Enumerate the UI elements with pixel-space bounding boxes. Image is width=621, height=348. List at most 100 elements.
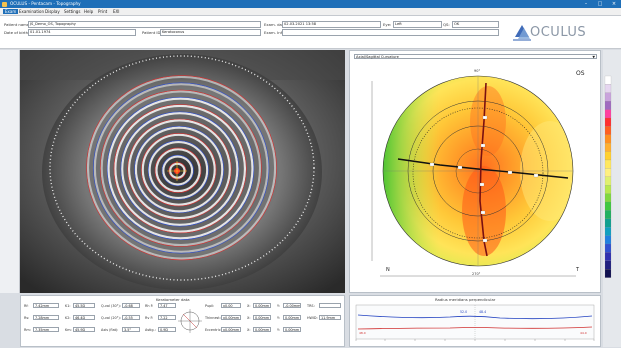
thinnest-y-value: 0.00mm [283, 315, 301, 320]
scale-swatch [604, 260, 612, 270]
scale-swatch [604, 201, 612, 211]
qs-field[interactable]: OK [452, 21, 499, 28]
meridian-graph-title: Radius meridians perpendicular [435, 297, 496, 302]
scale-swatch [604, 235, 612, 245]
ring-trace [147, 140, 209, 200]
meridian-graph: 52.0 48.4 48.0 44.0 [355, 304, 595, 341]
thinnest-x-value: 0.00mm [253, 315, 271, 320]
logo-text: OCULUS [530, 25, 587, 40]
ring-trace [134, 125, 225, 214]
placido-ring [155, 148, 201, 193]
placido-ring [127, 119, 231, 220]
scale-swatch [604, 210, 612, 219]
thinnest-value: x0.00mm [221, 315, 241, 320]
ring-trace [161, 154, 194, 187]
ecc-y-label: Y: [277, 328, 280, 332]
scale-swatch [604, 126, 612, 135]
exam-date-label: Exam. date: [264, 22, 287, 27]
ring-trace [127, 118, 232, 220]
map-type-dropdown[interactable]: Axial/Sagittal Curvature ▼ [354, 54, 597, 59]
minimize-icon[interactable]: – [584, 1, 588, 7]
rvf-value: 7.22 [158, 315, 176, 320]
rs-label: Rs: [24, 316, 30, 320]
scale-swatch [604, 143, 612, 152]
exam-info-field[interactable] [282, 29, 499, 36]
keratometer-data-panel: Keratometer data Rf: 7.42mm K1: 45.5D Q-… [20, 295, 345, 347]
ring-trace [141, 133, 217, 207]
close-icon[interactable]: × [611, 1, 617, 7]
meridian-min-left: 48.0 [359, 331, 366, 335]
meridian-graph-panel: Radius meridians perpendicular 52.0 48.4… [349, 295, 601, 347]
ring-trace [120, 111, 240, 227]
ring-trace [93, 82, 270, 254]
menu-help[interactable]: Help [84, 9, 94, 14]
color-scale [603, 50, 621, 347]
scale-swatch [604, 218, 612, 228]
scale-swatch [604, 75, 612, 85]
scale-swatch [604, 269, 612, 278]
menu-print[interactable]: Print [98, 9, 108, 14]
oculus-logo: OCULUS [512, 19, 617, 45]
placido-ring [141, 133, 216, 206]
keratometer-title: Keratometer data [156, 297, 190, 302]
ring-trace [99, 89, 262, 247]
crosshair-diagram [178, 309, 202, 333]
app-icon [2, 1, 7, 7]
scale-swatch [604, 109, 612, 119]
placido-ring [114, 104, 247, 233]
scale-swatch [604, 134, 612, 144]
hwid-value: 11.9mm [319, 315, 341, 320]
eye-image-panel[interactable] [20, 50, 345, 293]
window-title: OCULUS - Pentacam - Topography [10, 1, 81, 6]
ring-trace [113, 104, 247, 234]
dob-label: Date of birth: [4, 30, 30, 35]
bottom-tick: 270° [472, 272, 481, 276]
menu-examination[interactable]: Examination [19, 9, 45, 14]
dob-field[interactable]: 01.01.1974 [28, 29, 136, 36]
meridian-left-value: 52.0 [460, 310, 467, 314]
scale-swatch [604, 117, 612, 127]
k1-value: 45.5D [73, 303, 95, 308]
title-bar: OCULUS - Pentacam - Topography – □ × [0, 0, 621, 8]
thinnest-label: Thinnest: [205, 316, 221, 320]
ring-trace [86, 75, 277, 261]
scale-swatch [604, 176, 612, 186]
eye-field[interactable]: Left [393, 21, 442, 28]
menu-display[interactable]: Display [45, 9, 60, 14]
maximize-icon[interactable]: □ [597, 1, 603, 7]
thinnest-y-label: Y: [277, 316, 280, 320]
temporal-label: T [575, 267, 580, 273]
placido-ring [93, 83, 269, 253]
chevron-down-icon: ▼ [592, 55, 595, 59]
menu-exi[interactable]: EXI [113, 9, 120, 14]
exam-date-field[interactable]: 02.03.2021 13:58 [282, 21, 381, 28]
meridian-min-right: 44.0 [580, 331, 587, 335]
qval20-label: Q-val (20°): [101, 316, 121, 320]
trs-label: TRS: [307, 304, 315, 308]
eye-label: Eye: [383, 22, 392, 27]
patient-id-field[interactable]: Keratoconus [160, 29, 261, 36]
rhf-value: 7.47 [158, 303, 176, 308]
patient-name-field[interactable]: JS_Demo_OS, Topography [28, 21, 261, 28]
qval20-value: -0.55 [122, 315, 140, 320]
scale-swatch [604, 92, 612, 102]
astig-value: 0.9D [158, 327, 176, 332]
menu-exam[interactable]: Exam [3, 9, 19, 14]
rhf-label: Rh F: [145, 304, 154, 308]
patient-id-label: Patient ID: [142, 30, 162, 35]
pupil-x-label: X: [247, 304, 251, 308]
placido-ring [107, 97, 254, 240]
k2-value: 46.4D [73, 315, 95, 320]
eye-badge: OS [576, 70, 585, 77]
hwid-label: HWID: [307, 316, 318, 320]
scale-swatch [604, 151, 612, 161]
qval30-value: -0.68 [122, 303, 140, 308]
ecc-x-value: 0.00mm [253, 327, 271, 332]
scale-swatch [604, 84, 612, 93]
pupil-label: Pupil: [205, 304, 215, 308]
pupil-x-value: 0.00mm [253, 303, 271, 308]
menu-settings[interactable]: Settings [64, 9, 81, 14]
placido-ring [100, 90, 262, 247]
k1-label: K1: [65, 304, 71, 308]
rm-value: 7.35mm [33, 327, 59, 332]
